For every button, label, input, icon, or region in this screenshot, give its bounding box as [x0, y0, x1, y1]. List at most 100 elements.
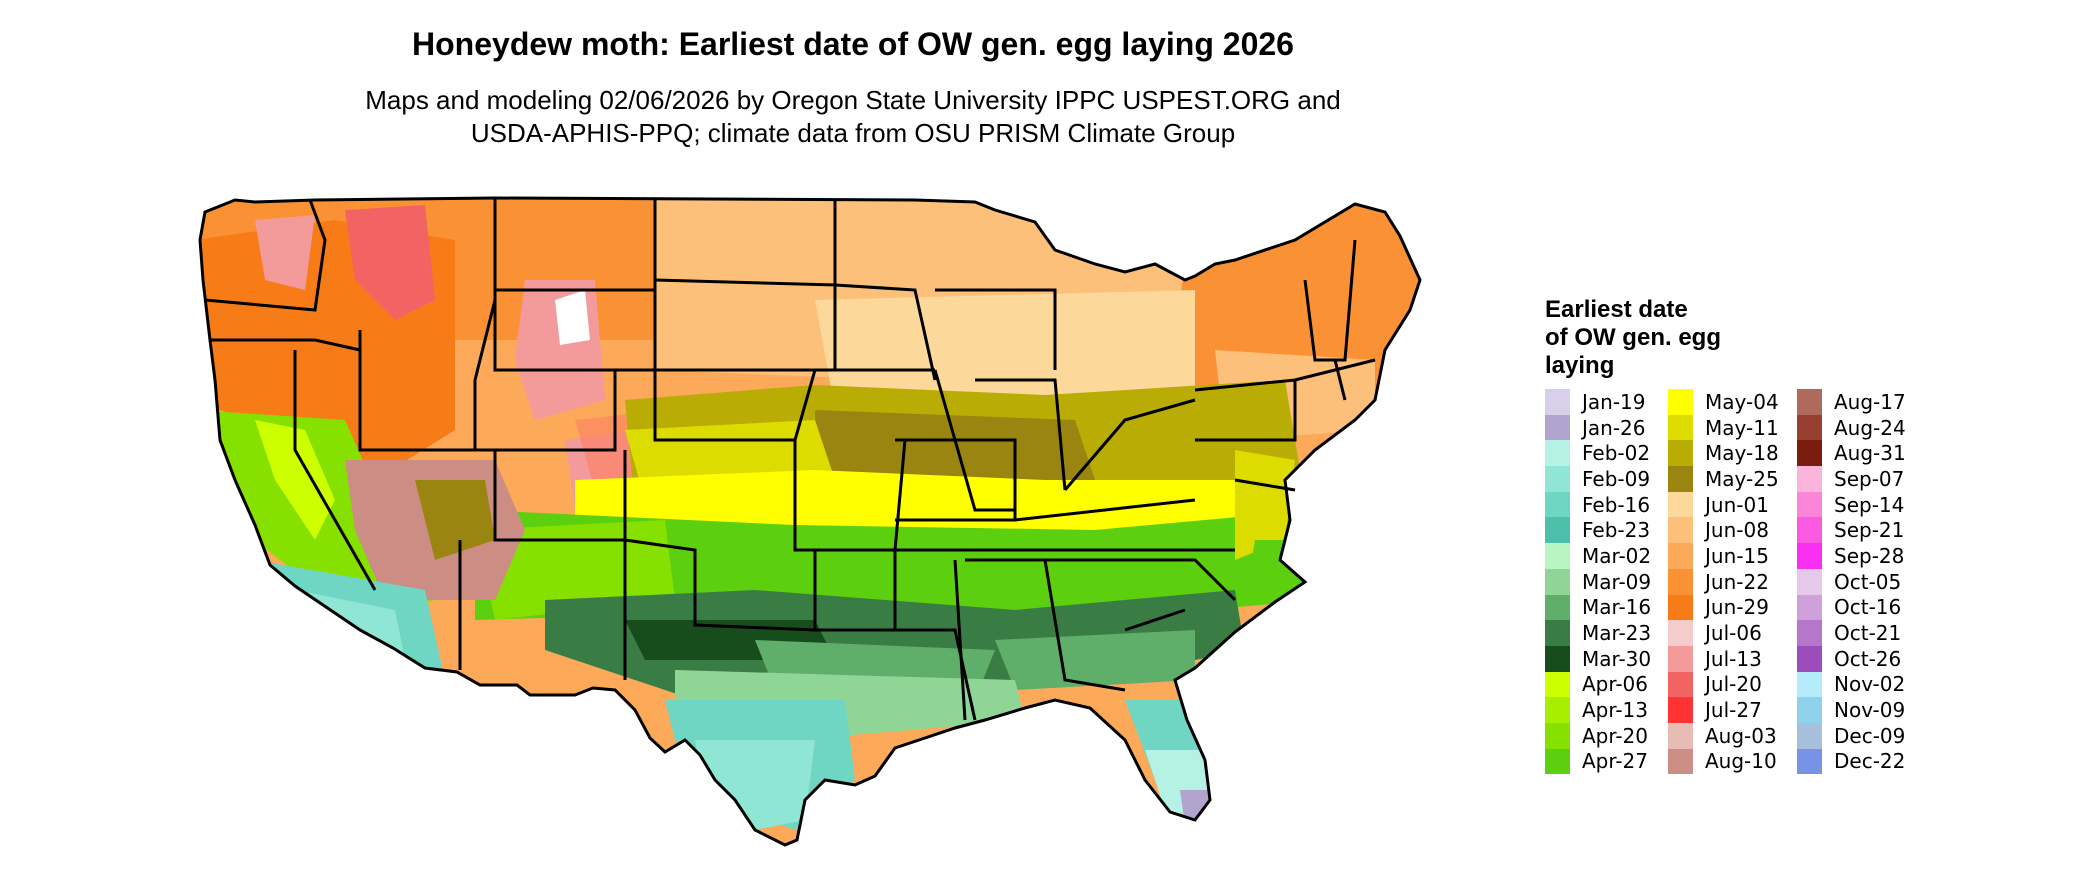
- legend-label: Jun-01: [1705, 492, 1769, 517]
- legend-label: Feb-02: [1582, 441, 1651, 466]
- legend-label: Oct-26: [1834, 646, 1902, 671]
- legend-label: Jul-20: [1705, 672, 1762, 697]
- legend-item: Dec-22: [1797, 748, 1906, 775]
- legend-item: Feb-02: [1545, 440, 1651, 467]
- legend-swatch: [1668, 491, 1693, 518]
- legend-label: Jun-29: [1705, 595, 1769, 620]
- legend-swatch: [1545, 722, 1570, 749]
- legend-swatch: [1668, 440, 1693, 467]
- legend-item: Jun-15: [1668, 543, 1779, 569]
- legend-label: Aug-10: [1705, 749, 1777, 774]
- legend-item: Apr-20: [1545, 722, 1651, 749]
- subtitle-line-2: USDA-APHIS-PPQ; climate data from OSU PR…: [470, 118, 1236, 148]
- legend-swatch: [1545, 748, 1570, 775]
- legend-item: Oct-21: [1797, 620, 1906, 646]
- legend-label: May-04: [1705, 389, 1779, 414]
- legend-label: Sep-14: [1834, 492, 1905, 517]
- legend-item: Nov-09: [1797, 697, 1906, 723]
- legend-title-line-1: Earliest date: [1545, 296, 1688, 323]
- legend-swatch: [1668, 671, 1693, 698]
- state-borders: [198, 196, 1422, 847]
- legend-item: Mar-16: [1545, 594, 1652, 621]
- legend-swatch: [1797, 517, 1822, 544]
- legend-item: Jun-29: [1668, 594, 1779, 621]
- legend-label: Mar-23: [1582, 621, 1652, 646]
- legend-label: Nov-09: [1834, 698, 1906, 723]
- legend-swatch: [1797, 594, 1822, 621]
- legend-swatch: [1797, 645, 1822, 672]
- legend-label: Jun-15: [1705, 543, 1769, 568]
- legend-label: Feb-23: [1582, 518, 1651, 543]
- legend-item: Oct-26: [1797, 645, 1906, 672]
- legend-swatch: [1797, 466, 1822, 492]
- legend-swatch: [1797, 414, 1822, 441]
- legend-swatch: [1797, 748, 1822, 775]
- legend-label: Aug-03: [1705, 723, 1777, 748]
- legend-label: Sep-07: [1834, 466, 1905, 491]
- legend-swatch: [1797, 440, 1822, 467]
- legend-label: May-18: [1705, 441, 1779, 466]
- legend-label: Mar-30: [1582, 646, 1652, 671]
- legend-label: Jul-13: [1705, 646, 1762, 671]
- legend-swatch: [1668, 414, 1693, 441]
- legend-label: Aug-31: [1834, 441, 1906, 466]
- legend-item: Aug-24: [1797, 414, 1906, 441]
- legend-label: Dec-09: [1834, 723, 1906, 748]
- legend-item: Mar-02: [1545, 543, 1651, 569]
- legend-swatch: [1668, 466, 1693, 492]
- legend-item: Sep-28: [1797, 543, 1906, 569]
- legend-swatch: [1668, 697, 1693, 723]
- legend-swatch: [1545, 671, 1570, 698]
- legend-item: Jul-27: [1668, 697, 1779, 723]
- legend-item: Aug-31: [1797, 440, 1906, 467]
- legend-label: Mar-09: [1582, 569, 1652, 594]
- legend-label: Nov-02: [1834, 672, 1906, 697]
- legend-swatch: [1545, 645, 1570, 672]
- legend-swatch: [1668, 517, 1693, 544]
- legend-item: Jul-13: [1668, 645, 1779, 672]
- legend-label: Oct-05: [1834, 569, 1902, 594]
- legend-label: Feb-16: [1582, 492, 1651, 517]
- legend-item: Oct-05: [1797, 568, 1906, 595]
- legend-item: May-11: [1668, 414, 1779, 441]
- legend-label: Feb-09: [1582, 466, 1651, 491]
- legend-item: Aug-10: [1668, 748, 1779, 775]
- legend-swatch: [1545, 568, 1570, 595]
- legend-item: Jul-06: [1668, 620, 1779, 646]
- legend-swatch: [1545, 517, 1570, 544]
- legend-label: Mar-16: [1582, 595, 1652, 620]
- legend-item: Jul-20: [1668, 671, 1779, 698]
- legend-swatch: [1668, 748, 1693, 775]
- legend-swatch: [1545, 414, 1570, 441]
- legend-label: Aug-24: [1834, 415, 1906, 440]
- legend-label: Mar-02: [1582, 543, 1652, 568]
- map-subtitle: Maps and modeling 02/06/2026 by Oregon S…: [0, 84, 1706, 150]
- legend-label: Sep-21: [1834, 518, 1905, 543]
- legend-item: Sep-07: [1797, 466, 1906, 492]
- legend-item: May-18: [1668, 440, 1779, 467]
- map-title: Honeydew moth: Earliest date of OW gen. …: [412, 26, 1294, 62]
- legend-item: Jan-19: [1545, 389, 1651, 415]
- legend-label: Oct-21: [1834, 621, 1902, 646]
- legend-swatch: [1797, 389, 1822, 415]
- legend-swatch: [1668, 568, 1693, 595]
- legend-item: Mar-09: [1545, 568, 1652, 595]
- legend-item: Feb-23: [1545, 517, 1651, 544]
- legend-swatch: [1668, 543, 1693, 569]
- legend-item: Oct-16: [1797, 594, 1906, 621]
- legend-swatch: [1797, 620, 1822, 646]
- legend-label: Aug-17: [1834, 389, 1906, 414]
- legend-swatch: [1545, 543, 1570, 569]
- legend-item: Feb-16: [1545, 491, 1651, 518]
- legend-item: Apr-27: [1545, 748, 1651, 775]
- legend-title-line-3: laying: [1545, 352, 1615, 379]
- legend-item: Jun-01: [1668, 491, 1779, 518]
- legend-item: May-25: [1668, 466, 1779, 492]
- legend-column-3: Aug-17 Aug-24 Aug-31 Sep-07 Sep-14 Sep-21 Sep-…: [1797, 389, 1906, 775]
- legend-item: Sep-21: [1797, 517, 1906, 544]
- legend-label: Dec-22: [1834, 749, 1906, 774]
- us-phenology-map: [198, 196, 1422, 847]
- legend-label: Oct-16: [1834, 595, 1902, 620]
- legend-swatch: [1797, 697, 1822, 723]
- legend-item: Feb-09: [1545, 466, 1651, 492]
